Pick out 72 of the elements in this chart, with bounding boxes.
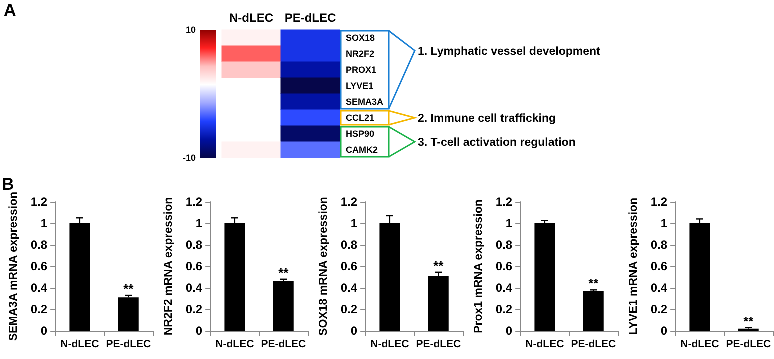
- x-tick-label: PE-dLEC: [284, 11, 336, 25]
- y-tick-label: PROX1: [346, 65, 377, 75]
- y-tick-label: 1: [350, 216, 358, 230]
- color-bar-label: 10: [186, 25, 196, 35]
- y-tick-label: 1: [196, 216, 203, 230]
- y-tick-label: 0.4: [340, 281, 358, 295]
- y-tick-label: 0: [350, 324, 358, 338]
- text: 3. T-cell activation regulation: [418, 137, 576, 149]
- color-bar-label: -10: [182, 153, 196, 163]
- x-tick-label: N-dLEC: [526, 338, 565, 350]
- y-tick-label: 0.8: [340, 238, 358, 252]
- y-tick-label: 1.2: [340, 195, 358, 209]
- y-tick-label: 0.8: [186, 238, 203, 252]
- y-tick-label: 0.4: [30, 281, 48, 295]
- y-tick-label: 0.8: [650, 238, 668, 252]
- x-tick-label: N-dLEC: [680, 338, 720, 350]
- annotation: **: [434, 258, 445, 274]
- y-tick-label: 0.2: [496, 302, 513, 316]
- y-tick-label: 0.6: [340, 260, 358, 274]
- y-tick-label: HSP90: [346, 129, 375, 139]
- x-tick-label: N-dLEC: [370, 338, 410, 350]
- y-axis-title: Prox1 mRNA expression: [473, 200, 485, 334]
- annotation: **: [124, 282, 135, 297]
- y-tick-label: 0.6: [30, 260, 48, 274]
- x-tick-label: N-dLEC: [216, 338, 255, 350]
- y-tick-label: 1.2: [496, 195, 513, 209]
- y-tick-label: SEMA3A: [346, 97, 384, 107]
- y-tick-label: 1.2: [30, 195, 48, 209]
- y-tick-label: LYVE1: [346, 81, 374, 91]
- text: A: [4, 1, 16, 20]
- text: B: [2, 175, 14, 194]
- y-tick-label: 0.6: [496, 260, 513, 274]
- y-tick-label: 0.4: [650, 281, 668, 295]
- y-tick-label: 0: [196, 324, 203, 338]
- x-tick-label: N-dLEC: [230, 11, 274, 25]
- y-axis-title: SOX18 mRNA expression: [318, 197, 330, 336]
- y-tick-label: NR2F2: [346, 49, 375, 59]
- x-tick-label: PE-dLEC: [571, 338, 617, 350]
- text: 1. Lymphatic vessel development: [418, 46, 601, 58]
- annotation: **: [744, 314, 755, 329]
- y-tick-label: 0.6: [650, 260, 668, 274]
- text: 2. Immune cell trafficking: [418, 113, 556, 125]
- y-tick-label: 0.2: [340, 302, 358, 316]
- y-tick-label: CCL21: [346, 113, 375, 123]
- y-tick-label: 0: [40, 324, 48, 338]
- x-tick-label: PE-dLEC: [261, 338, 307, 350]
- y-tick-label: SOX18: [346, 33, 376, 43]
- annotation: **: [588, 276, 600, 292]
- annotation: **: [278, 265, 290, 280]
- y-tick-label: 0.2: [186, 302, 203, 316]
- y-tick-label: 1.2: [650, 195, 668, 209]
- y-tick-label: CAMK2: [346, 145, 378, 155]
- y-axis-title: SEMA3A mRNA expression: [8, 192, 20, 342]
- y-tick-label: 0: [506, 324, 513, 338]
- x-tick-label: PE-dLEC: [416, 338, 462, 350]
- y-tick-label: 0.8: [496, 238, 513, 252]
- y-axis-title: LYVE1 mRNA expression: [628, 198, 640, 336]
- y-tick-label: 0.8: [30, 238, 48, 252]
- x-tick-label: N-dLEC: [60, 338, 100, 350]
- y-axis-title: NR2F2 mRNA expression: [163, 197, 175, 336]
- y-tick-label: 0: [660, 324, 668, 338]
- x-tick-label: PE-dLEC: [106, 338, 152, 350]
- y-tick-label: 1: [506, 216, 513, 230]
- y-tick-label: 0.6: [186, 260, 203, 274]
- y-tick-label: 1.2: [186, 195, 203, 209]
- y-tick-label: 0.4: [186, 281, 203, 295]
- y-tick-label: 0.4: [496, 281, 513, 295]
- y-tick-label: 1: [660, 216, 668, 230]
- y-tick-label: 1: [40, 216, 48, 230]
- y-tick-label: 0.2: [650, 302, 668, 316]
- y-tick-label: 0.2: [30, 302, 48, 316]
- x-tick-label: PE-dLEC: [726, 338, 772, 350]
